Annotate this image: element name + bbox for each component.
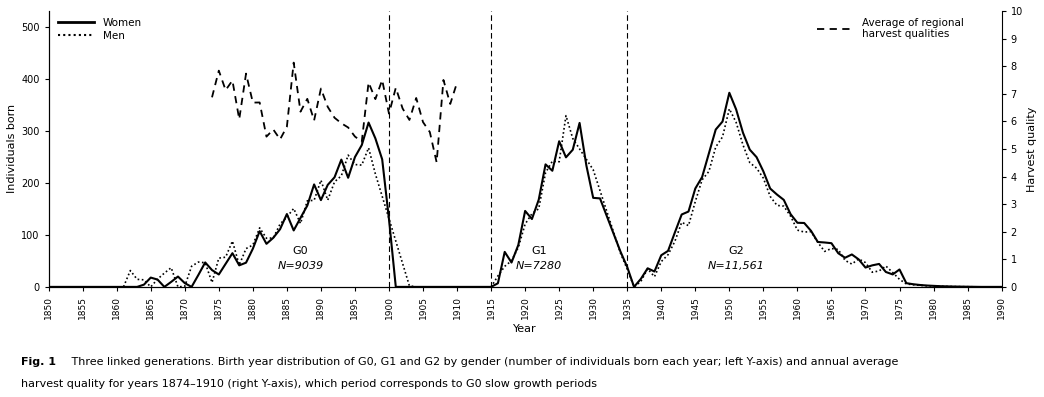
Text: N=9039: N=9039	[278, 261, 324, 271]
Text: harvest quality for years 1874–1910 (right Y-axis), which period corresponds to : harvest quality for years 1874–1910 (rig…	[21, 379, 597, 389]
Legend: Average of regional
harvest qualities: Average of regional harvest qualities	[813, 13, 968, 43]
Y-axis label: Harvest quality: Harvest quality	[1027, 106, 1037, 192]
Text: Fig. 1: Fig. 1	[21, 357, 56, 367]
Text: G2: G2	[729, 246, 744, 256]
Text: N=7280: N=7280	[516, 261, 562, 271]
Text: Three linked generations. Birth year distribution of G0, G1 and G2 by gender (nu: Three linked generations. Birth year dis…	[68, 357, 898, 367]
Y-axis label: Individuals born: Individuals born	[7, 104, 17, 193]
Text: G1: G1	[531, 246, 547, 256]
Text: N=11,561: N=11,561	[708, 261, 764, 271]
Text: G0: G0	[292, 246, 308, 256]
X-axis label: Year: Year	[514, 324, 537, 335]
